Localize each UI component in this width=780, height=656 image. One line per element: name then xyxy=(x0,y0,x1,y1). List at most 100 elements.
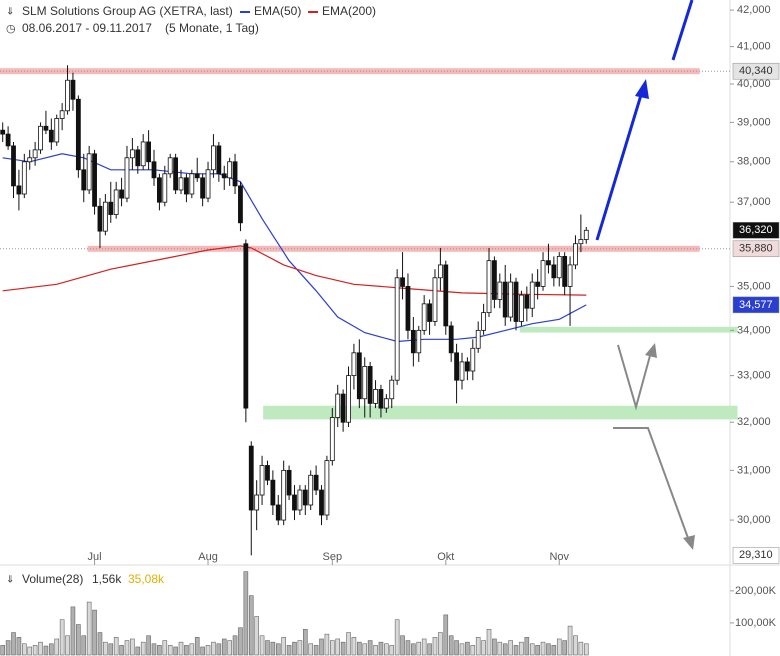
volume-bar xyxy=(254,616,259,656)
candle-body xyxy=(459,361,465,381)
volume-bar xyxy=(551,645,557,656)
volume-bar xyxy=(502,643,508,656)
price-label-box xyxy=(732,62,780,80)
y-tick-label: 39,000 xyxy=(737,116,771,128)
price-label: 40,340 xyxy=(739,65,773,77)
volume-bar xyxy=(281,637,286,656)
candle-body xyxy=(11,145,16,187)
candle-body xyxy=(194,173,200,179)
candle-body xyxy=(502,281,508,318)
volume-bar xyxy=(470,645,476,656)
y-tick-label: 200,00K xyxy=(735,585,777,597)
candle-body xyxy=(21,161,27,195)
volume-average: 35,08k xyxy=(128,572,165,586)
candle-body xyxy=(124,157,130,199)
candle-body xyxy=(200,177,206,199)
volume-bar xyxy=(519,641,524,656)
y-tick-label: 30,000 xyxy=(737,514,771,526)
candle-body xyxy=(551,264,557,279)
y-tick-label: 42,000 xyxy=(737,4,771,16)
candle-body xyxy=(432,277,438,322)
volume-bar xyxy=(427,643,432,656)
candle-body xyxy=(119,189,124,199)
volume-bar xyxy=(330,640,335,656)
candle-body xyxy=(481,312,487,331)
volume-bar xyxy=(81,635,87,656)
volume-bar xyxy=(97,632,103,656)
volume-bar xyxy=(346,632,351,656)
candle-body xyxy=(519,294,524,322)
candle-body xyxy=(151,161,157,179)
volume-bar xyxy=(400,635,405,656)
volume-bar xyxy=(567,625,573,656)
volume-bar xyxy=(265,640,270,656)
volume-bar xyxy=(297,640,303,656)
candle-body xyxy=(5,133,11,147)
candle-body xyxy=(335,393,341,418)
candle-body xyxy=(308,474,314,506)
legend-label: EMA(200) xyxy=(322,4,376,18)
support-zone xyxy=(519,326,738,333)
candle-body xyxy=(346,375,351,423)
volume-bar xyxy=(335,638,341,656)
volume-bar xyxy=(22,643,27,656)
candle-body xyxy=(383,398,389,409)
candle-body xyxy=(508,281,514,318)
candle-body xyxy=(265,465,270,481)
volume-bar xyxy=(184,645,189,656)
volume-bar xyxy=(583,643,589,656)
candle-body xyxy=(486,260,492,314)
volume-bar xyxy=(454,640,459,656)
price-label: 29,310 xyxy=(739,549,773,561)
candle-body xyxy=(567,264,573,287)
volume-bar xyxy=(357,641,362,656)
volume-bar xyxy=(162,640,168,656)
candle-body xyxy=(92,153,97,207)
volume-bar xyxy=(248,595,254,656)
candle-body xyxy=(302,489,308,506)
volume-bar xyxy=(259,635,265,656)
candle-body xyxy=(513,281,519,322)
clock-icon: ◷ xyxy=(6,23,16,35)
candle-body xyxy=(367,366,373,404)
price-label: 36,320 xyxy=(739,224,773,236)
candle-body xyxy=(448,325,454,354)
candle-body xyxy=(464,361,470,372)
volume-bar xyxy=(448,635,454,656)
volume-bar xyxy=(373,645,378,656)
candle-body xyxy=(578,239,584,245)
x-tick-label: Sep xyxy=(323,551,343,563)
volume-bar xyxy=(27,646,33,656)
volume-icon: ⇓ xyxy=(6,575,14,586)
price-label-box xyxy=(732,240,780,258)
volume-bar xyxy=(578,641,584,656)
volume-bar xyxy=(556,638,562,656)
volume-bar xyxy=(146,635,151,656)
candle-body xyxy=(157,177,162,203)
price-label-box xyxy=(732,547,780,564)
volume-bar xyxy=(232,635,238,656)
candle-body xyxy=(405,286,411,331)
volume-last: 1,56k xyxy=(92,572,122,586)
volume-bar xyxy=(308,643,313,656)
candle-body xyxy=(319,489,324,516)
volume-bar xyxy=(32,645,38,656)
volume-bar xyxy=(362,643,368,656)
candle-body xyxy=(362,366,368,400)
x-tick-label: Aug xyxy=(198,551,218,563)
volume-bar xyxy=(11,632,16,656)
volume-bar xyxy=(238,627,243,656)
candle-body xyxy=(243,243,249,409)
candle-body xyxy=(437,264,443,279)
candle-body xyxy=(75,98,81,171)
candle-body xyxy=(54,118,60,143)
volume-bar xyxy=(508,640,513,656)
candle-body xyxy=(378,389,384,409)
volume-bar xyxy=(189,643,195,656)
candle-body xyxy=(113,189,119,215)
y-tick-label: 100,00K xyxy=(735,617,777,629)
price-label: 35,880 xyxy=(739,243,773,255)
volume-bar xyxy=(54,638,60,656)
candle-body xyxy=(454,352,459,381)
